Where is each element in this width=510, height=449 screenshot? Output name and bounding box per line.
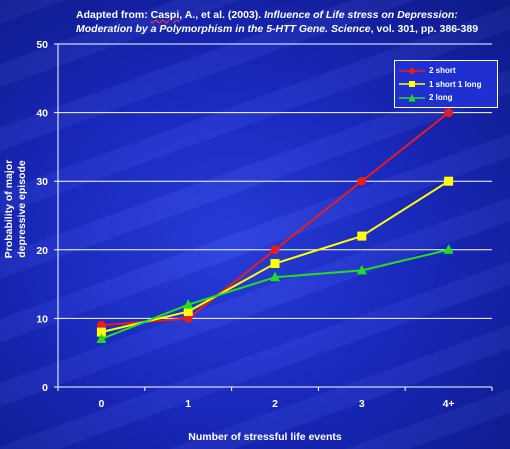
caption-author-rest: , A., et al. (2003). bbox=[179, 9, 265, 21]
data-point-2-short bbox=[357, 176, 367, 186]
y-tick-label: 10 bbox=[36, 313, 48, 325]
data-point-2-long bbox=[356, 264, 367, 275]
x-tick-label: 1 bbox=[185, 398, 191, 410]
data-point-2-long bbox=[443, 244, 454, 254]
source-caption: Adapted from: Caspi, A., et al. (2003). … bbox=[76, 8, 496, 36]
legend-label: 1 short 1 long bbox=[429, 79, 482, 89]
series-line-2-short bbox=[101, 111, 450, 327]
data-point-1-short-1-long bbox=[444, 176, 454, 186]
x-tick-label: 0 bbox=[98, 398, 104, 410]
caption-author: Caspi bbox=[150, 9, 180, 21]
legend-marker bbox=[409, 67, 415, 74]
data-point-2-long bbox=[270, 271, 280, 282]
legend-marker bbox=[409, 81, 415, 88]
data-point-1-short-1-long bbox=[183, 307, 193, 317]
x-tick-label: 3 bbox=[359, 398, 365, 410]
data-point-2-long bbox=[96, 333, 107, 343]
legend-label: 2 long bbox=[429, 93, 453, 103]
legend-item: 2 long bbox=[399, 91, 493, 105]
data-point-2-long bbox=[183, 299, 194, 309]
legend-item: 1 short 1 long bbox=[399, 78, 493, 92]
y-tick-label: 50 bbox=[36, 39, 48, 51]
legend-item: 2 short bbox=[399, 64, 493, 78]
x-tick-label: 4+ bbox=[443, 398, 455, 410]
legend-swatch bbox=[399, 67, 425, 74]
legend-label: 2 short bbox=[429, 66, 456, 76]
legend-marker bbox=[408, 93, 416, 102]
chart-legend: 2 short 1 short 1 long 2 long bbox=[394, 60, 498, 108]
y-tick-label: 40 bbox=[36, 108, 48, 120]
y-tick-label: 20 bbox=[36, 245, 48, 257]
data-point-2-short bbox=[270, 245, 280, 255]
data-point-2-short bbox=[96, 320, 106, 330]
data-point-1-short-1-long bbox=[357, 231, 367, 241]
data-point-1-short-1-long bbox=[270, 259, 280, 269]
data-point-2-short bbox=[444, 108, 454, 118]
caption-prefix: Adapted from: bbox=[76, 9, 151, 21]
x-axis-label: Number of stressful life events bbox=[188, 431, 342, 443]
caption-suffix: , vol. 301, pp. 386-389 bbox=[370, 23, 479, 35]
data-point-2-short bbox=[183, 313, 193, 323]
y-tick-label: 30 bbox=[36, 176, 48, 188]
legend-swatch bbox=[399, 81, 425, 88]
data-point-1-short-1-long bbox=[96, 327, 106, 337]
x-tick-label: 2 bbox=[272, 398, 278, 410]
caption-title: Influence of Life stress on Depression: … bbox=[76, 9, 458, 35]
legend-swatch bbox=[399, 93, 425, 102]
y-tick-label: 0 bbox=[42, 382, 48, 394]
y-axis-label: Probability of major depressive episode bbox=[3, 159, 28, 259]
series-line-1-short-1-long bbox=[101, 180, 450, 334]
